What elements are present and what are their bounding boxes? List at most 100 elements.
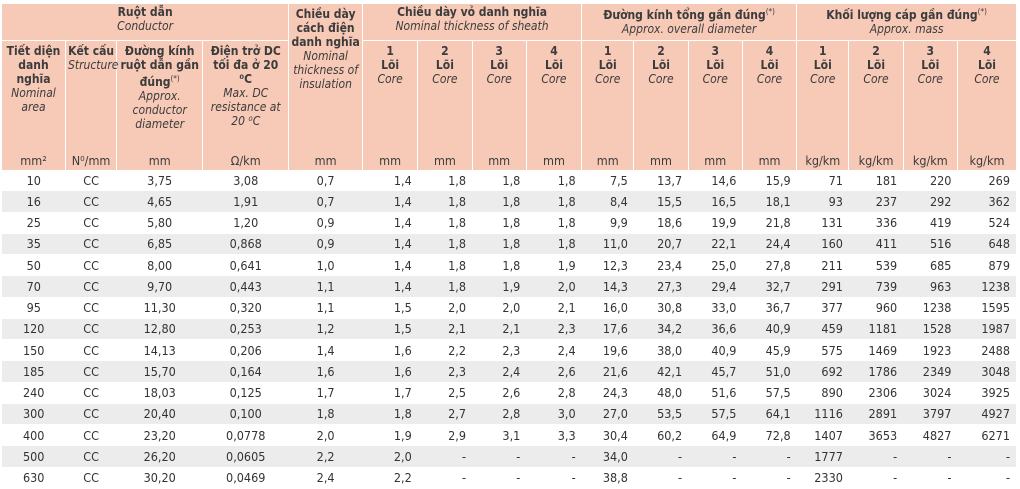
- core-vi: Lõi: [867, 58, 886, 72]
- table-cell: 648: [957, 233, 1016, 256]
- table-cell: 2,4: [472, 360, 527, 383]
- table-cell: 3,08: [202, 170, 289, 192]
- insulation-en: Nominal thickness of insulation: [293, 49, 359, 91]
- table-cell: 3653: [848, 424, 904, 447]
- cable-spec-table: Ruột dẫn Conductor Chiều dày cách điện d…: [2, 4, 1016, 489]
- unit-cell: mm: [633, 152, 689, 170]
- table-cell: 1,4: [362, 212, 418, 234]
- table-cell: 890: [796, 382, 849, 404]
- diameter-vi: Đường kính tổng gần đúng(*): [584, 5, 794, 22]
- table-cell: 362: [957, 190, 1016, 213]
- cond-diameter-en: Approx. conductor diameter: [132, 89, 187, 131]
- table-cell: 1,8: [472, 190, 527, 213]
- table-cell: 7,5: [581, 170, 634, 192]
- table-cell: 2,3: [472, 339, 527, 362]
- core-en: Core: [917, 72, 943, 86]
- table-cell: 1,5: [362, 297, 418, 319]
- unit-cell: mm: [417, 152, 473, 170]
- mass-vi-text: Khối lượng cáp gần đúng: [826, 8, 978, 22]
- core-vi: Lõi: [651, 58, 670, 72]
- table-cell: 1777: [796, 445, 849, 468]
- mass-core-3: 3 Lõi Core: [902, 40, 958, 152]
- diameter-header: Đường kính tổng gần đúng(*) Approx. over…: [581, 4, 797, 41]
- structure-vi: Kết cấu: [68, 44, 115, 58]
- table-cell: 2,3: [526, 318, 582, 341]
- table-cell: 9,9: [581, 212, 634, 234]
- table-cell: 57,5: [688, 403, 743, 426]
- core-vi: Lõi: [435, 58, 454, 72]
- table-cell: 1987: [957, 318, 1016, 341]
- table-cell: 2,2: [417, 339, 473, 362]
- unit-cell: mm: [525, 152, 582, 170]
- table-cell: 1528: [903, 318, 958, 341]
- core-vi: Lõi: [490, 58, 509, 72]
- table-cell: 25: [2, 212, 66, 234]
- table-cell: 524: [957, 212, 1016, 234]
- table-cell: 0,0605: [202, 445, 289, 468]
- table-cell: 2,2: [362, 467, 418, 489]
- table-cell: 1,1: [288, 297, 363, 319]
- table-cell: 0,9: [288, 212, 363, 234]
- mass-core-2: 2 Lõi Core: [848, 40, 904, 152]
- table-cell: 1,8: [417, 190, 473, 213]
- unit-cell: mm: [288, 152, 363, 170]
- core-num: 1: [819, 44, 827, 58]
- table-cell: 2,1: [472, 318, 527, 341]
- table-cell: CC: [65, 467, 117, 489]
- unit-cell: mm: [687, 152, 743, 170]
- table-cell: 2,3: [417, 360, 473, 383]
- table-cell: 1,8: [417, 233, 473, 256]
- table-cell: -: [526, 445, 582, 468]
- table-cell: 879: [957, 254, 1016, 277]
- table-cell: 2,0: [526, 275, 582, 298]
- table-cell: 30,8: [633, 297, 689, 319]
- table-cell: 19,9: [688, 212, 743, 234]
- table-cell: 2,0: [472, 297, 527, 319]
- table-cell: 14,6: [688, 170, 743, 192]
- table-cell: CC: [65, 254, 117, 277]
- cond-diameter-header: Đường kính ruột dẫn gần đúng(*) Approx. …: [116, 40, 203, 152]
- table-cell: 1,9: [526, 254, 582, 277]
- table-cell: 1,8: [472, 254, 527, 277]
- insulation-header: Chiều dày cách điện danh nghĩa Nominal t…: [288, 4, 363, 152]
- table-cell: 2,5: [417, 382, 473, 404]
- table-cell: 0,164: [202, 360, 289, 383]
- core-num: 3: [926, 44, 935, 58]
- table-cell: 1181: [848, 318, 904, 341]
- table-cell: 16: [2, 190, 66, 213]
- table-cell: 181: [848, 170, 904, 192]
- table-cell: 211: [796, 254, 849, 277]
- table-cell: 36,7: [742, 297, 797, 319]
- table-cell: 15,5: [633, 190, 689, 213]
- mass-header: Khối lượng cáp gần đúng(*) Approx. mass: [796, 4, 1016, 41]
- table-cell: 8,00: [116, 254, 203, 277]
- table-cell: 38,8: [581, 467, 634, 489]
- table-cell: 539: [848, 254, 904, 277]
- table-cell: 0,7: [288, 170, 363, 192]
- table-cell: 1,8: [526, 212, 582, 234]
- table-cell: 12,3: [581, 254, 634, 277]
- unit-row: mm² N⁰/mm mm Ω/km mm mm mm mm mm mm mm m…: [2, 152, 1016, 170]
- table-cell: 0,0778: [202, 424, 289, 447]
- table-cell: CC: [65, 190, 117, 213]
- header-group-row: Ruột dẫn Conductor Chiều dày cách điện d…: [2, 4, 1016, 152]
- table-cell: 1,8: [472, 212, 527, 234]
- table-cell: 960: [848, 297, 904, 319]
- table-cell: 500: [2, 445, 66, 468]
- sheath-core-1: 1 Lõi Core: [361, 40, 418, 152]
- table-cell: 34,0: [581, 445, 634, 468]
- diameter-core-2: 2 Lõi Core: [633, 40, 689, 152]
- table-cell: 1,5: [362, 318, 418, 341]
- table-cell: 685: [903, 254, 958, 277]
- diameter-sup: (*): [765, 7, 775, 16]
- table-cell: 19,6: [581, 339, 634, 362]
- core-num: 2: [657, 44, 665, 58]
- table-cell: CC: [65, 170, 117, 192]
- table-cell: 3,0: [526, 403, 582, 426]
- table-cell: 1407: [796, 424, 849, 447]
- table-cell: -: [688, 467, 743, 489]
- table-cell: 1,4: [288, 339, 363, 362]
- table-cell: 516: [903, 233, 958, 256]
- table-cell: -: [472, 445, 527, 468]
- table-cell: 1,4: [362, 170, 418, 192]
